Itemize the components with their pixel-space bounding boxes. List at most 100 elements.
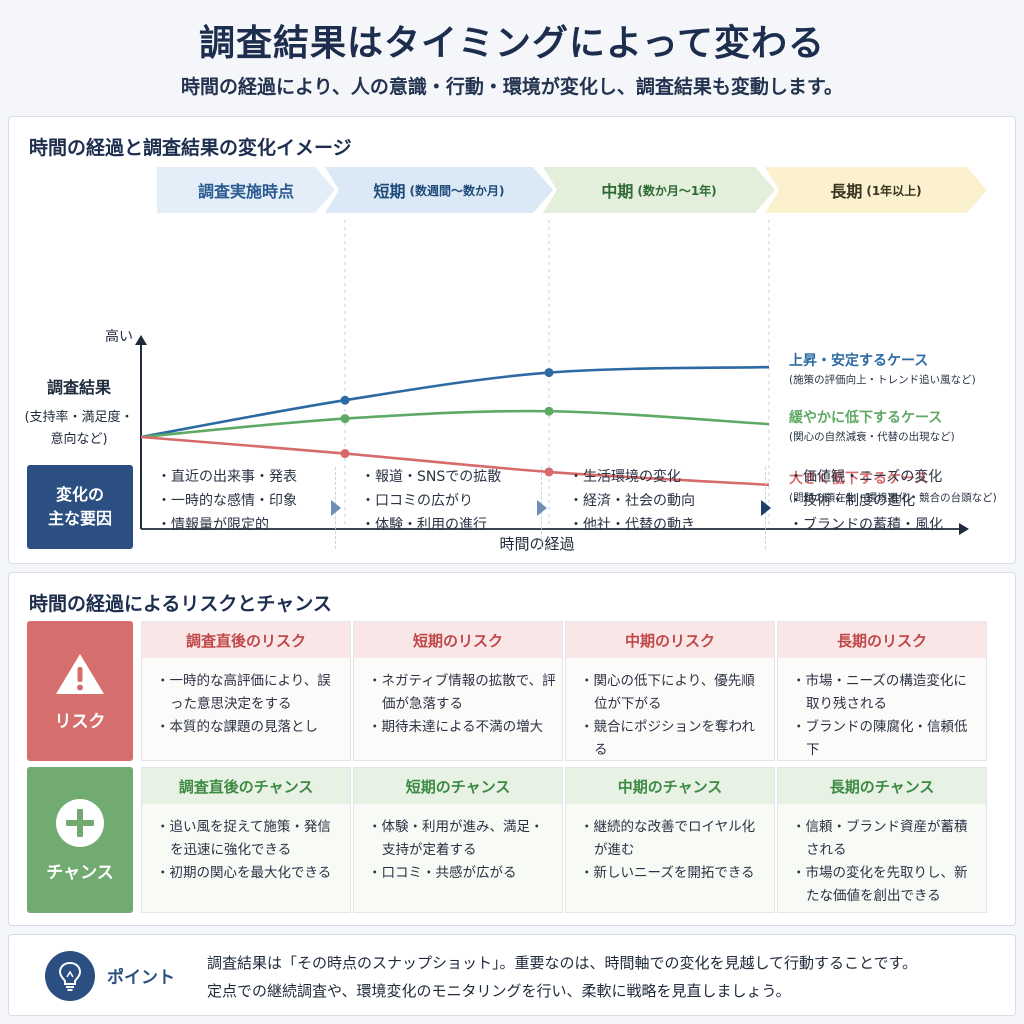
phase-sub: (1年以上)	[866, 183, 922, 198]
factors-column-mid: 生活環境の変化 経済・社会の動向 他社・代替の動き	[569, 465, 695, 537]
x-axis-title: 時間の経過	[499, 535, 574, 553]
risk-item: 市場・ニーズの構造変化に取り残される	[792, 670, 980, 716]
timeline-panel: 時間の経過と調査結果の変化イメージ 調査実施時点 短期 (数週間〜数か月) 中期(…	[8, 116, 1016, 564]
factor-item: 報道・SNSでの拡散	[361, 465, 501, 489]
risk-item: 競合にポジションを奪われる	[580, 716, 768, 762]
point-panel: ポイント 調査結果は「その時点のスナップショット」。重要なのは、時間軸での変化を…	[8, 934, 1016, 1016]
data-point-1-1	[340, 414, 350, 424]
factors-label: 変化の 主な要因	[27, 465, 133, 549]
risk-chance-panel: 時間の経過によるリスクとチャンス リスク 調査直後のリスク一時的な高評価により、…	[8, 572, 1016, 926]
warning-icon	[56, 653, 104, 694]
factor-item: 他社・代替の動き	[569, 513, 695, 537]
y-axis-title: 調査結果	[47, 378, 111, 397]
chance-cell-body: 継続的な改善でロイヤル化が進む新しいニーズを開拓できる	[566, 804, 774, 885]
phase-label: 中期	[601, 182, 634, 201]
risk-item: 一時的な高評価により、誤った意思決定をする	[156, 670, 344, 716]
chance-cell-title: 調査直後のチャンス	[142, 768, 350, 804]
chance-label: チャンス	[27, 767, 133, 913]
risk-cell-body: 関心の低下により、優先順位が下がる競合にポジションを奪われる	[566, 658, 774, 762]
factor-item: 一時的な感情・印象	[157, 489, 297, 513]
point-label: ポイント	[107, 968, 175, 988]
chance-cell-title: 短期のチャンス	[354, 768, 562, 804]
chance-item: 信頼・ブランド資産が蓄積される	[792, 816, 980, 862]
factor-item: 体験・利用の進行	[361, 513, 501, 537]
chance-cell: 中期のチャンス継続的な改善でロイヤル化が進む新しいニーズを開拓できる	[565, 767, 775, 913]
factors-label-line1: 変化の	[55, 485, 104, 504]
phase-label: 長期	[830, 182, 863, 201]
series-note-1: (関心の自然減衰・代替の出現など)	[789, 430, 955, 443]
y-axis-arrow	[135, 335, 147, 345]
chance-item: 口コミ・共感が広がる	[368, 862, 556, 885]
chance-cell-body: 体験・利用が進み、満足・支持が定着する口コミ・共感が広がる	[354, 804, 562, 885]
y-high-label: 高い	[105, 328, 133, 345]
data-point-2-2	[544, 467, 554, 477]
phase-mid-term: 中期 (数か月〜1年)	[543, 167, 775, 213]
factor-item: ブランドの蓄積・風化	[789, 513, 943, 537]
phase-label: 調査実施時点	[197, 182, 294, 201]
factor-item: 価値観・ニーズの変化	[789, 465, 943, 489]
series-label-1: 緩やかに低下するケース	[789, 409, 942, 426]
factor-item: 経済・社会の動向	[569, 489, 695, 513]
chance-item: 新しいニーズを開拓できる	[580, 862, 768, 885]
timeline-section-title: 時間の経過と調査結果の変化イメージ	[29, 137, 352, 159]
phase-long-term: 長期 (1年以上)	[765, 167, 987, 213]
chance-cell-body: 追い風を捉えて施策・発信を迅速に強化できる初期の関心を最大化できる	[142, 804, 350, 885]
chance-cell: 短期のチャンス体験・利用が進み、満足・支持が定着する口コミ・共感が広がる	[353, 767, 563, 913]
factors-column-long: 価値観・ニーズの変化 技術・制度の進化 ブランドの蓄積・風化	[789, 465, 943, 537]
factor-item: 情報量が限定的	[157, 513, 297, 537]
risk-cell-title: 調査直後のリスク	[142, 622, 350, 658]
chance-cell-title: 長期のチャンス	[778, 768, 986, 804]
chance-cell-body: 信頼・ブランド資産が蓄積される市場の変化を先取りし、新たな価値を創出できる	[778, 804, 986, 908]
risk-cell: 長期のリスク市場・ニーズの構造変化に取り残されるブランドの陳腐化・信頼低下	[777, 621, 987, 761]
point-text: 調査結果は「その時点のスナップショット」。重要なのは、時間軸での変化を見越して行…	[207, 949, 917, 1005]
chance-item: 初期の関心を最大化できる	[156, 862, 344, 885]
chance-item: 追い風を捉えて施策・発信を迅速に強化できる	[156, 816, 344, 862]
data-point-0-2	[544, 368, 554, 378]
factors-column-initial: 直近の出来事・発表 一時的な感情・印象 情報量が限定的	[157, 465, 297, 537]
data-point-2-1	[340, 449, 350, 459]
risk-item: 本質的な課題の見落とし	[156, 716, 344, 739]
factor-item: 生活環境の変化	[569, 465, 695, 489]
risk-cell-body: 一時的な高評価により、誤った意思決定をする本質的な課題の見落とし	[142, 658, 350, 739]
risk-cell: 短期のリスクネガティブ情報の拡散で、評価が急落する期待未達による不満の増大	[353, 621, 563, 761]
point-line-1: 調査結果は「その時点のスナップショット」。重要なのは、時間軸での変化を見越して行…	[207, 954, 918, 972]
plus-icon	[56, 798, 104, 847]
factor-item: 技術・制度の進化	[789, 489, 943, 513]
risk-item: ネガティブ情報の拡散で、評価が急落する	[368, 670, 556, 716]
risk-label-text: リスク	[54, 711, 106, 732]
point-line-2: 定点での継続調査や、環境変化のモニタリングを行い、柔軟に戦略を見直しましょう。	[207, 982, 791, 1000]
page-subtitle: 時間の経過により、人の意識・行動・環境が変化し、調査結果も変動します。	[181, 76, 843, 98]
series-line-0	[140, 365, 770, 439]
page-title: 調査結果はタイミングによって変わる	[198, 23, 826, 64]
series-note-0: (施策の評価向上・トレンド追い風など)	[789, 373, 976, 386]
series-label-0: 上昇・安定するケース	[789, 352, 928, 369]
risk-label: リスク	[27, 621, 133, 761]
chance-item: 継続的な改善でロイヤル化が進む	[580, 816, 768, 862]
phase-initial: 調査実施時点	[157, 167, 335, 213]
risk-chance-section-title: 時間の経過によるリスクとチャンス	[29, 593, 332, 615]
factors-column-short: 報道・SNSでの拡散 口コミの広がり 体験・利用の進行	[361, 465, 501, 537]
risk-item: 関心の低下により、優先順位が下がる	[580, 670, 768, 716]
y-axis-sub-1: (支持率・満足度・	[24, 409, 133, 425]
factors-label-line2: 主な要因	[47, 509, 112, 528]
factor-arrow-icon	[761, 500, 771, 516]
phase-short-term: 短期 (数週間〜数か月)	[325, 167, 553, 213]
y-axis-sub-2: 意向など)	[50, 431, 107, 447]
risk-item: 期待未達による不満の増大	[368, 716, 556, 739]
x-axis-arrow	[959, 523, 969, 535]
chance-item: 体験・利用が進み、満足・支持が定着する	[368, 816, 556, 862]
chance-item: 市場の変化を先取りし、新たな価値を創出できる	[792, 862, 980, 908]
risk-cell-title: 長期のリスク	[778, 622, 986, 658]
series-line-1	[140, 409, 770, 439]
phase-label: 短期	[373, 182, 406, 201]
chance-cell-title: 中期のチャンス	[566, 768, 774, 804]
phase-sub: (数週間〜数か月)	[409, 183, 505, 198]
lightbulb-icon	[45, 951, 95, 1001]
risk-cell: 中期のリスク関心の低下により、優先順位が下がる競合にポジションを奪われる	[565, 621, 775, 761]
risk-cell-title: 中期のリスク	[566, 622, 774, 658]
chance-cell: 長期のチャンス信頼・ブランド資産が蓄積される市場の変化を先取りし、新たな価値を創…	[777, 767, 987, 913]
data-point-1-2	[544, 406, 554, 416]
risk-cell-title: 短期のリスク	[354, 622, 562, 658]
data-point-0-1	[340, 395, 350, 405]
risk-cell-body: ネガティブ情報の拡散で、評価が急落する期待未達による不満の増大	[354, 658, 562, 739]
